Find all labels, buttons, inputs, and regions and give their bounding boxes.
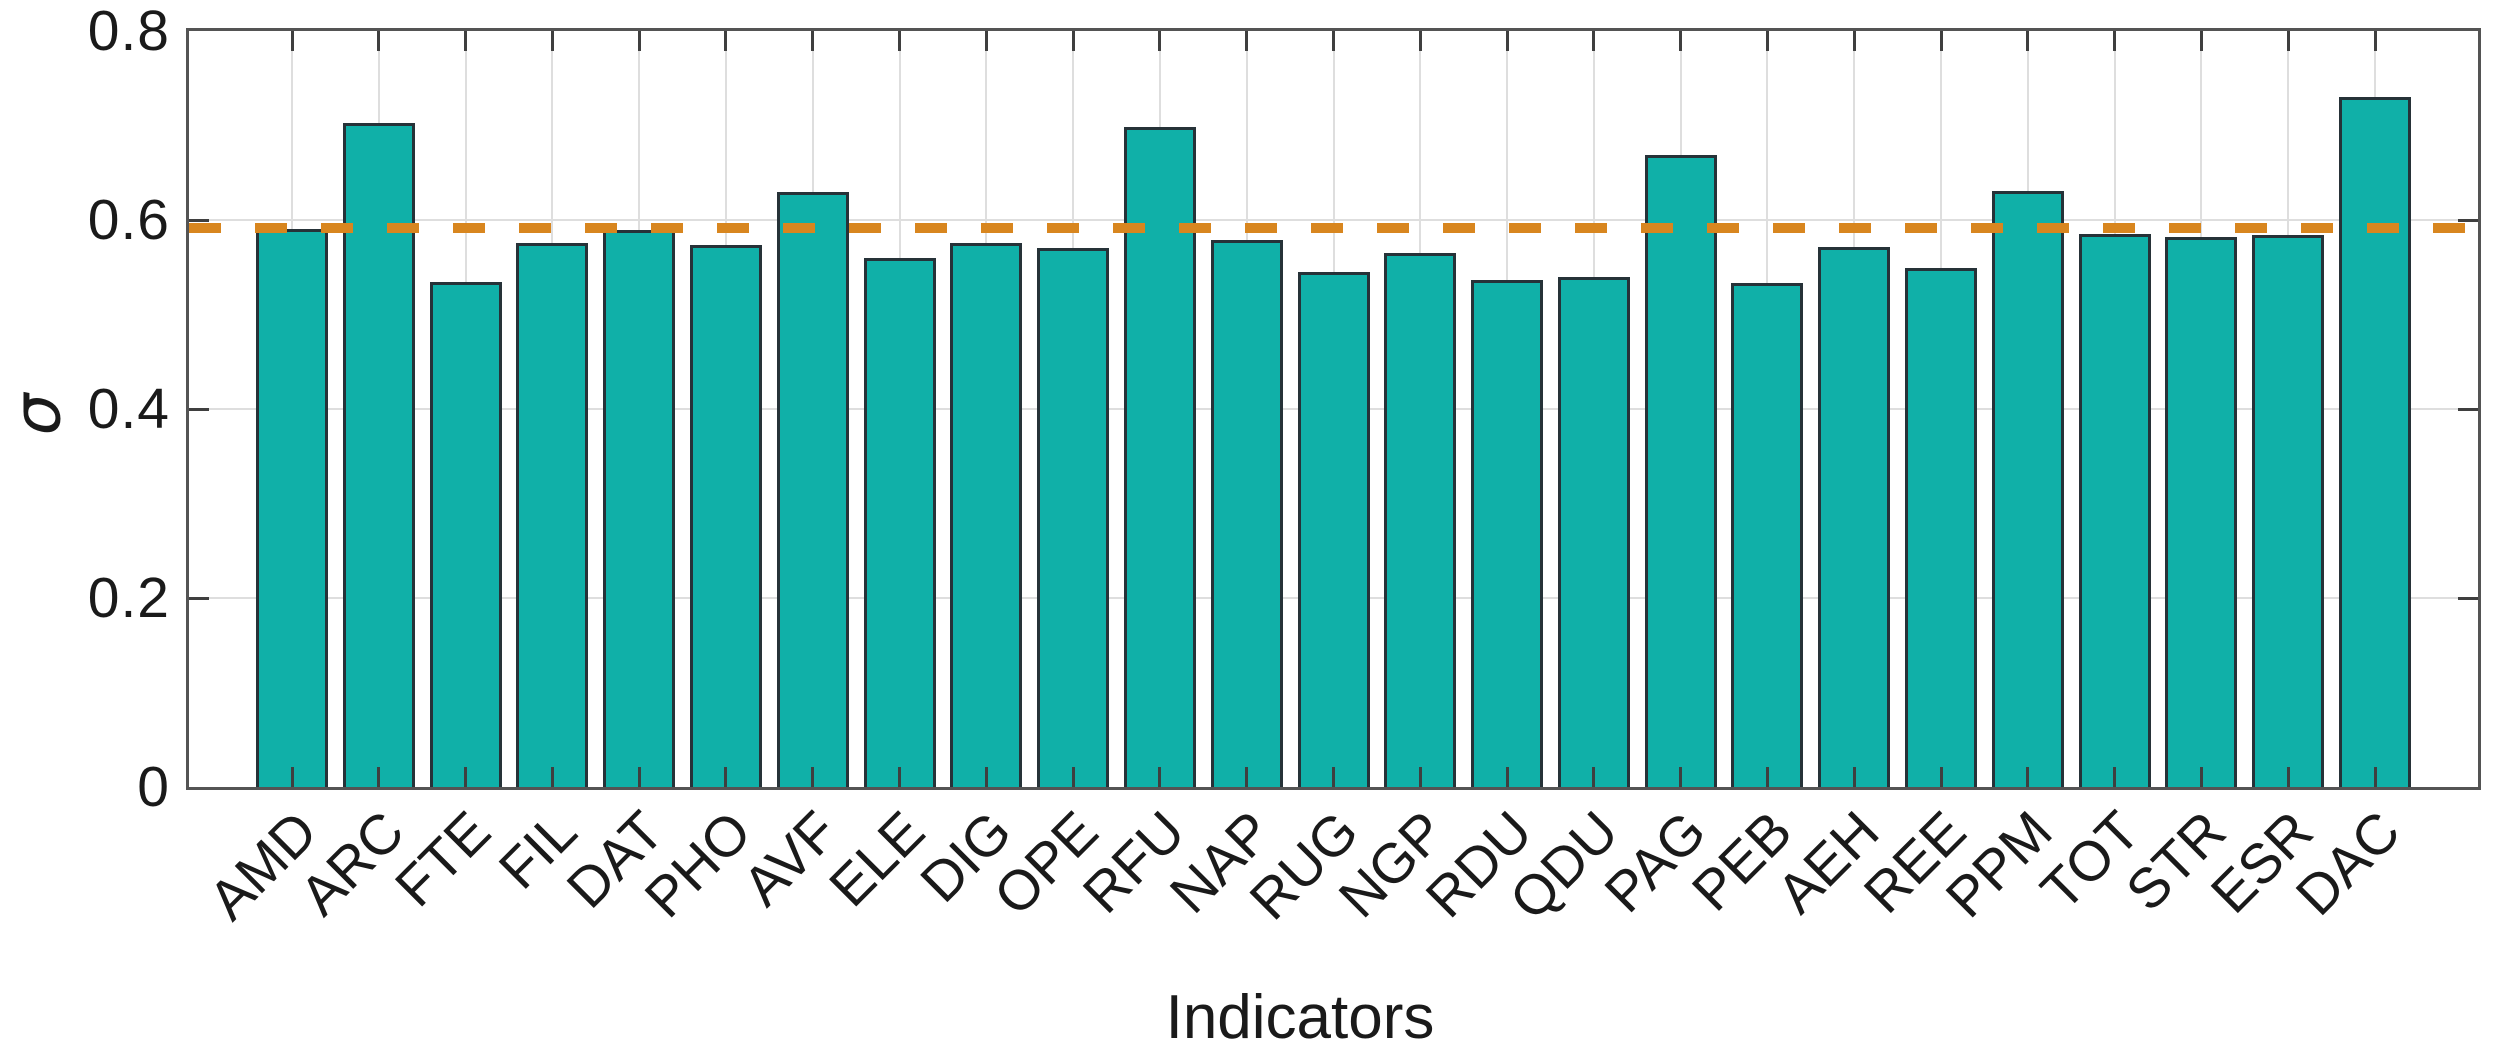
x-axis-tick-top: [2199, 31, 2203, 51]
y-axis-tick-left: [189, 407, 209, 411]
x-axis-tick-bottom: [550, 767, 554, 787]
x-tick-label-text: FTE: [382, 798, 503, 919]
x-axis-tick-bottom: [898, 767, 902, 787]
x-axis-tick-bottom: [1939, 767, 1943, 787]
x-axis-tick-bottom: [2199, 767, 2203, 787]
y-tick-label: 0.2: [87, 566, 170, 630]
x-axis-tick-bottom: [2026, 767, 2030, 787]
x-axis-tick-bottom: [1679, 767, 1683, 787]
bar-PEB: [1731, 283, 1804, 787]
bar-RDU: [1471, 279, 1544, 787]
mean-dashed-line: [189, 222, 2478, 233]
x-axis-tick-top: [550, 31, 554, 51]
y-axis-tick-left: [189, 596, 209, 600]
x-axis-tick-bottom: [984, 767, 988, 787]
y-tick-label: 0.8: [87, 0, 170, 63]
x-axis-tick-top: [1505, 31, 1509, 51]
x-tick-label-text: DAC: [2283, 798, 2412, 928]
bar-AEH: [1818, 247, 1891, 787]
bar-PAG: [1644, 154, 1717, 787]
gridline-horizontal: [189, 219, 2478, 221]
x-axis-label: Indicators: [1165, 983, 1435, 1052]
bar-PHO: [689, 244, 762, 787]
x-axis-tick-top: [1332, 31, 1335, 51]
x-axis-tick-top: [2286, 31, 2290, 51]
x-axis-tick-bottom: [1245, 767, 1249, 787]
bar-PPM: [1991, 190, 2064, 787]
bar-TOT: [2078, 234, 2151, 787]
bar-REE: [1905, 268, 1978, 787]
bar-ELE: [863, 257, 936, 787]
bar-DIG: [950, 242, 1023, 787]
x-axis-tick-bottom: [290, 767, 294, 787]
x-axis-tick-top: [1679, 31, 1683, 51]
x-axis-tick-bottom: [2286, 767, 2290, 787]
x-axis-tick-top: [1418, 31, 1422, 51]
x-axis-tick-top: [637, 31, 641, 51]
x-axis-tick-top: [290, 31, 294, 51]
x-axis-tick-top: [2113, 31, 2117, 51]
bar-ARC: [342, 122, 415, 787]
x-axis-tick-top: [377, 31, 381, 51]
x-axis-tick-bottom: [2113, 767, 2117, 787]
x-axis-tick-top: [1852, 31, 1856, 51]
x-axis-tick-top: [898, 31, 902, 51]
x-axis-tick-top: [464, 31, 468, 51]
bar-AVF: [776, 191, 849, 787]
bar-QDU: [1557, 276, 1630, 787]
y-axis-tick-right: [2458, 596, 2478, 600]
y-tick-label: 0: [137, 755, 170, 819]
x-axis-tick-bottom: [637, 767, 641, 787]
x-axis-tick-top: [984, 31, 988, 51]
x-axis-tick-top: [1592, 31, 1596, 51]
x-axis-tick-top: [811, 31, 815, 51]
x-axis-tick-bottom: [1071, 767, 1075, 787]
y-axis-tick-left: [189, 218, 209, 222]
bar-ESR: [2252, 235, 2325, 787]
x-axis-tick-bottom: [1592, 767, 1596, 787]
x-axis-tick-top: [2026, 31, 2030, 51]
x-axis-tick-bottom: [1852, 767, 1856, 787]
x-axis-tick-bottom: [811, 767, 815, 787]
plot-area: [186, 28, 2481, 790]
bar-STR: [2165, 237, 2238, 787]
x-axis-tick-top: [724, 31, 728, 51]
x-axis-tick-bottom: [1158, 767, 1162, 787]
bar-DAT: [603, 230, 676, 787]
x-axis-tick-bottom: [1765, 767, 1769, 787]
x-axis-tick-bottom: [1505, 767, 1509, 787]
bar-NAP: [1210, 239, 1283, 787]
x-axis-tick-top: [1071, 31, 1075, 51]
x-axis-tick-top: [1939, 31, 1943, 51]
y-tick-label: 0.4: [87, 377, 170, 441]
x-axis-tick-top: [2373, 31, 2377, 51]
y-axis-tick-right: [2458, 407, 2478, 411]
x-axis-tick-bottom: [377, 767, 381, 787]
y-axis-tick-right: [2458, 218, 2478, 222]
x-axis-tick-top: [1158, 31, 1162, 51]
bar-DAC: [2339, 97, 2411, 787]
bar-FIL: [516, 242, 589, 787]
x-axis-tick-bottom: [1332, 767, 1335, 787]
y-tick-label: 0.6: [87, 188, 170, 252]
bar-FTE: [429, 282, 502, 787]
bar-RUG: [1297, 271, 1370, 787]
bar-RFU: [1123, 127, 1196, 787]
x-axis-tick-bottom: [724, 767, 728, 787]
bar-AMD: [256, 229, 328, 787]
x-axis-tick-bottom: [1418, 767, 1422, 787]
bar-NGP: [1384, 253, 1457, 787]
x-axis-tick-bottom: [2373, 767, 2377, 787]
bar-OPE: [1037, 248, 1110, 787]
x-axis-tick-top: [1765, 31, 1769, 51]
x-axis-tick-bottom: [464, 767, 468, 787]
x-axis-tick-top: [1245, 31, 1249, 51]
